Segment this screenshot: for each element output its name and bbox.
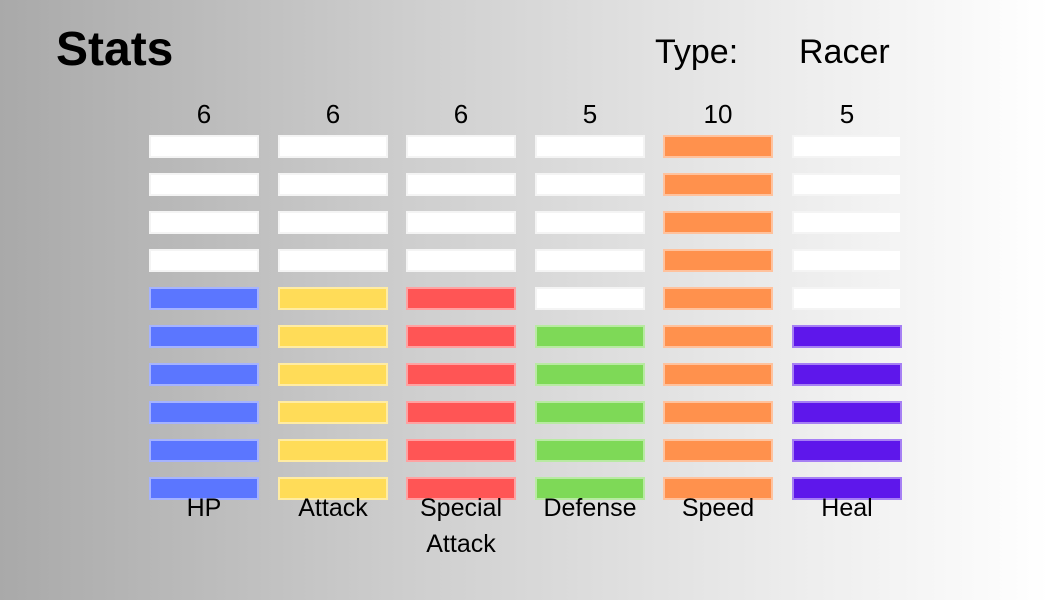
stat-bars-special-attack [406,135,516,515]
stat-bar-filled [406,401,516,424]
stat-bars-speed [663,135,773,515]
stat-label-defense: Defense [543,494,637,522]
stat-bar-empty [535,249,645,272]
stat-bar-filled [663,211,773,234]
stat-column-defense: 5 Defense [535,0,645,600]
stat-bar-filled [663,135,773,158]
stat-bar-filled [406,477,516,500]
stat-bar-filled [278,477,388,500]
stat-column-speed: 10 Speed [663,0,773,600]
stat-bar-filled [406,287,516,310]
stat-bar-filled [792,363,902,386]
stat-bar-filled [663,287,773,310]
stat-bar-empty [406,173,516,196]
stat-bar-empty [535,211,645,234]
stat-bar-filled [149,325,259,348]
stat-column-hp: 6 HP [149,0,259,600]
stat-bar-filled [663,325,773,348]
stat-bar-empty [278,173,388,196]
stat-label-hp: HP [186,494,222,522]
stat-bar-filled [149,477,259,500]
stat-bar-empty [406,135,516,158]
stat-bar-empty [278,135,388,158]
stat-bar-empty [792,173,902,196]
stat-bar-empty [792,211,902,234]
stat-bar-filled [792,325,902,348]
page-title: Stats [56,23,174,76]
stat-bar-filled [535,477,645,500]
stat-bar-filled [663,173,773,196]
stat-bar-filled [535,325,645,348]
stat-bar-filled [792,401,902,424]
stat-bar-empty [149,173,259,196]
stat-bar-filled [535,401,645,424]
stat-bar-filled [663,477,773,500]
stat-bar-filled [663,249,773,272]
stat-bar-filled [149,363,259,386]
stat-bars-heal [792,135,902,515]
stat-bar-empty [792,249,902,272]
stat-bar-filled [278,325,388,348]
stat-value-speed: 10 [703,99,733,129]
stat-bar-empty [792,287,902,310]
stat-label-special-attack: Special Attack [420,494,502,558]
stat-value-attack: 6 [325,99,341,129]
stat-bar-empty [278,249,388,272]
stat-value-heal: 5 [839,99,855,129]
stat-bar-filled [149,287,259,310]
stat-bar-filled [406,363,516,386]
stat-bar-filled [535,439,645,462]
stat-bar-filled [535,363,645,386]
stat-bars-defense [535,135,645,515]
stat-bar-empty [149,135,259,158]
stat-bar-filled [663,439,773,462]
stat-value-special-attack: 6 [453,99,469,129]
stat-bar-empty [792,135,902,158]
stat-bar-filled [278,287,388,310]
stat-bar-empty [535,173,645,196]
stat-bar-empty [149,211,259,234]
stat-value-defense: 5 [582,99,598,129]
stat-label-heal: Heal [821,494,873,522]
stat-bar-empty [535,287,645,310]
stat-bar-filled [663,401,773,424]
stat-bar-filled [149,401,259,424]
stat-bar-empty [406,211,516,234]
stat-column-attack: 6 Attack [278,0,388,600]
stat-bars-attack [278,135,388,515]
stat-value-hp: 6 [196,99,212,129]
stat-bar-empty [278,211,388,234]
stat-bar-empty [535,135,645,158]
stat-bar-filled [663,363,773,386]
stat-bars-hp [149,135,259,515]
stat-label-attack: Attack [298,494,368,522]
stat-bar-filled [792,477,902,500]
stat-bar-filled [278,401,388,424]
stat-bar-empty [149,249,259,272]
stat-bar-filled [406,439,516,462]
stat-bar-filled [278,439,388,462]
stat-column-special-attack: 6 Special Attack [406,0,516,600]
stat-column-heal: 5 Heal [792,0,902,600]
stat-label-speed: Speed [681,494,755,522]
type-value: Racer [799,33,890,71]
stat-bar-filled [149,439,259,462]
stat-bar-filled [278,363,388,386]
type-label: Type: [655,33,739,71]
stat-bar-empty [406,249,516,272]
stat-bar-filled [406,325,516,348]
stat-bar-filled [792,439,902,462]
